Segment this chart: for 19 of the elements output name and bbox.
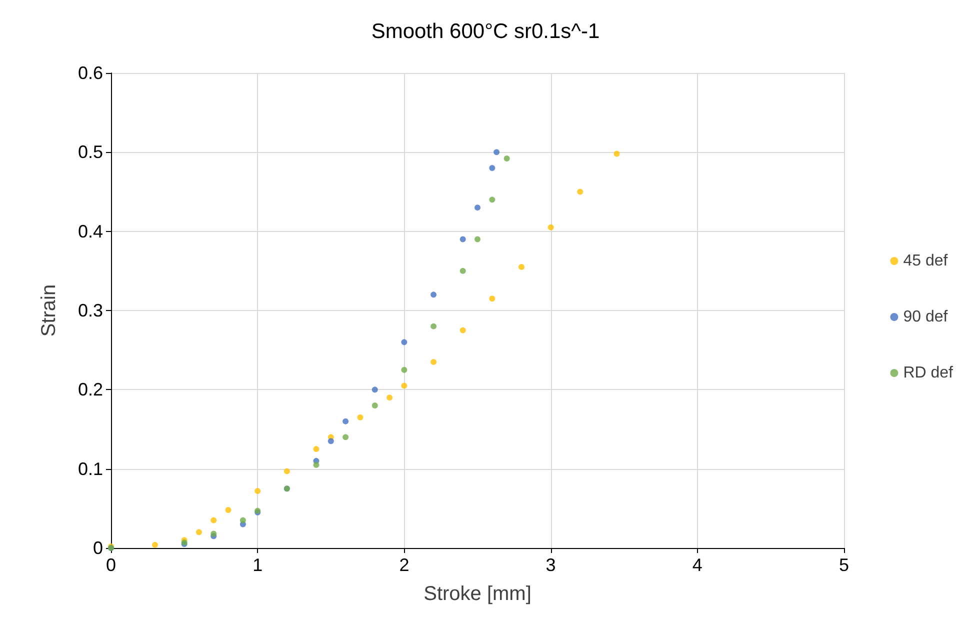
y-tick-label: 0.6: [78, 63, 103, 83]
x-tick-label: 1: [252, 555, 263, 575]
chart-title: Smooth 600°C sr0.1s^-1: [371, 20, 600, 43]
x-tick-label: 4: [692, 555, 702, 575]
y-tick-label: 0.5: [78, 142, 103, 162]
x-tick-label: 5: [838, 555, 850, 575]
x-tick-label: 2: [399, 555, 410, 575]
y-tick-label: 0.1: [78, 458, 103, 479]
y-tick-label: 0.3: [78, 300, 103, 320]
y-tick-label: 0.2: [78, 380, 103, 400]
y-axis-title: Strain: [38, 284, 60, 337]
legend-label: 45 def: [903, 252, 948, 270]
legend-label: RD def: [903, 364, 954, 382]
legend-label: 90 def: [903, 308, 948, 326]
y-tick-label: 0: [92, 538, 103, 558]
x-tick-label: 0: [106, 555, 116, 575]
x-tick-label: 3: [546, 555, 556, 575]
x-axis-title: Stroke [mm]: [424, 583, 532, 605]
y-tick-label: 0.4: [78, 221, 103, 242]
